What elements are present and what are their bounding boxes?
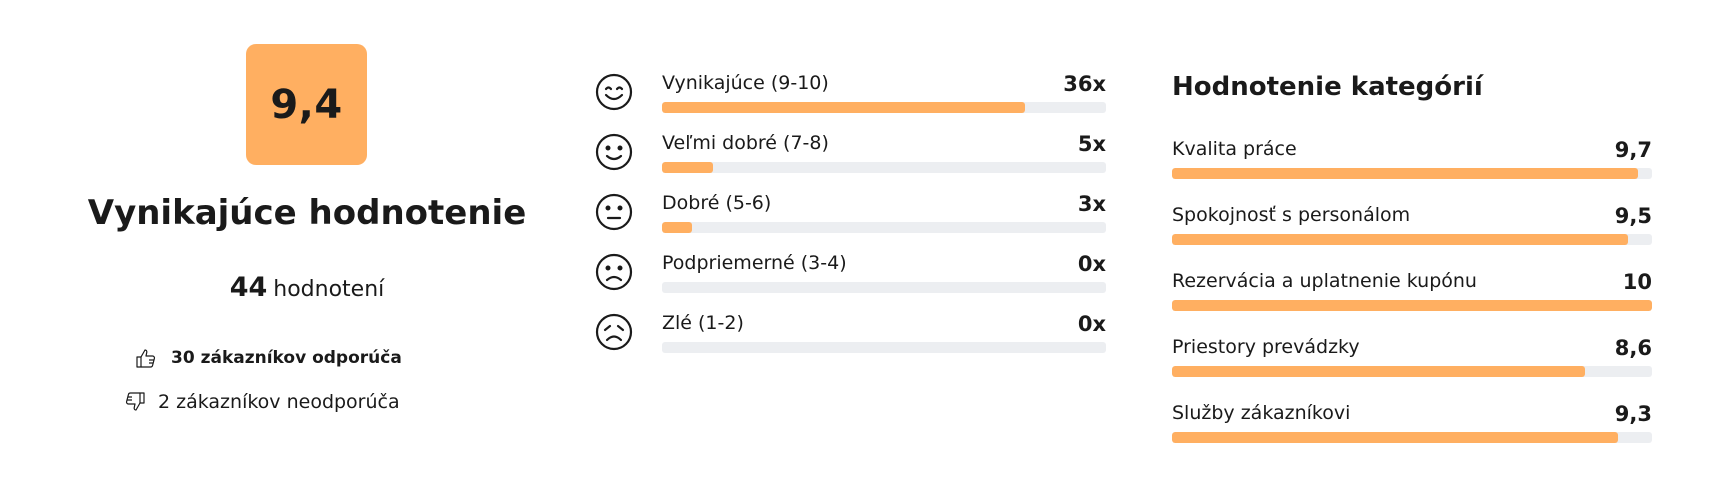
not-recommend-line: 2 zákazníkov neodporúča — [122, 390, 400, 414]
distribution-label: Podpriemerné (3-4) — [662, 252, 847, 274]
category-label: Rezervácia a uplatnenie kupónu — [1172, 270, 1477, 292]
distribution-count: 0x — [1077, 312, 1106, 336]
distribution-label: Zlé (1-2) — [662, 312, 744, 334]
category-bar-fill — [1172, 168, 1638, 179]
smile-face-icon — [595, 133, 633, 171]
category-row: Rezervácia a uplatnenie kupónu 10 — [1172, 270, 1652, 330]
score-badge: 9,4 — [246, 44, 367, 165]
distribution-bar-track — [662, 102, 1106, 113]
distribution-count: 5x — [1077, 132, 1106, 156]
category-bar-fill — [1172, 366, 1585, 377]
category-bar-track — [1172, 366, 1652, 377]
category-ratings-title: Hodnotenie kategórií — [1172, 72, 1483, 102]
category-score: 8,6 — [1614, 336, 1652, 360]
distribution-bar-track — [662, 342, 1106, 353]
distribution-row: Zlé (1-2) 0x — [594, 312, 1106, 372]
category-label: Kvalita práce — [1172, 138, 1297, 160]
distribution-row: Veľmi dobré (7-8) 5x — [594, 132, 1106, 192]
rating-verdict: Vynikajúce hodnotenie — [87, 193, 527, 233]
distribution-bar-fill — [662, 222, 693, 233]
distribution-bar-fill — [662, 162, 713, 173]
category-bar-track — [1172, 168, 1652, 179]
category-row: Služby zákazníkovi 9,3 — [1172, 402, 1652, 462]
review-count: 44 hodnotení — [0, 272, 614, 303]
category-label: Priestory prevádzky — [1172, 336, 1360, 358]
review-count-label: hodnotení — [273, 277, 385, 302]
distribution-row: Vynikajúce (9-10) 36x — [594, 72, 1106, 132]
distribution-label: Dobré (5-6) — [662, 192, 772, 214]
category-score: 10 — [1622, 270, 1652, 294]
category-score: 9,5 — [1614, 204, 1652, 228]
category-bar-track — [1172, 234, 1652, 245]
grin-face-icon — [595, 73, 633, 111]
distribution-row: Podpriemerné (3-4) 0x — [594, 252, 1106, 312]
category-row: Kvalita práce 9,7 — [1172, 138, 1652, 198]
category-bar-fill — [1172, 234, 1628, 245]
score-value: 9,4 — [270, 81, 343, 128]
category-bar-fill — [1172, 432, 1619, 443]
sad-face-icon — [595, 253, 633, 291]
category-score: 9,7 — [1614, 138, 1652, 162]
distribution-bar-track — [662, 162, 1106, 173]
distribution-row: Dobré (5-6) 3x — [594, 192, 1106, 252]
distribution-count: 0x — [1077, 252, 1106, 276]
recommend-line: 30 zákazníkov odporúča — [135, 346, 402, 370]
distribution-bar-fill — [662, 102, 1026, 113]
category-row: Spokojnosť s personálom 9,5 — [1172, 204, 1652, 264]
rating-summary: 9,4 Vynikajúce hodnotenie 44 hodnotení 30… — [0, 0, 600, 481]
category-bar-track — [1172, 432, 1652, 443]
thumbs-up-icon — [136, 349, 156, 368]
thumbs-down-icon — [125, 392, 145, 411]
worried-face-icon — [595, 313, 633, 351]
category-bar-fill — [1172, 300, 1652, 311]
category-bar-track — [1172, 300, 1652, 311]
distribution-bar-track — [662, 222, 1106, 233]
review-count-number: 44 — [229, 272, 268, 303]
distribution-label: Veľmi dobré (7-8) — [662, 132, 829, 154]
distribution-count: 36x — [1063, 72, 1106, 96]
category-label: Služby zákazníkovi — [1172, 402, 1351, 424]
not-recommend-text: 2 zákazníkov neodporúča — [158, 391, 400, 413]
recommend-text: 30 zákazníkov odporúča — [171, 348, 402, 368]
category-row: Priestory prevádzky 8,6 — [1172, 336, 1652, 396]
neutral-face-icon — [595, 193, 633, 231]
distribution-label: Vynikajúce (9-10) — [662, 72, 829, 94]
distribution-count: 3x — [1077, 192, 1106, 216]
category-score: 9,3 — [1614, 402, 1652, 426]
category-label: Spokojnosť s personálom — [1172, 204, 1411, 226]
distribution-bar-track — [662, 282, 1106, 293]
